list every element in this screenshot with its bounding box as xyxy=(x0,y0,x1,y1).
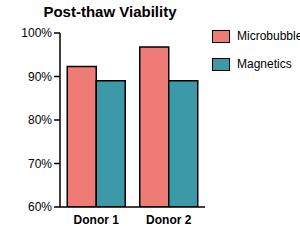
svg-text:90%: 90% xyxy=(28,70,52,84)
svg-text:80%: 80% xyxy=(28,113,52,127)
svg-text:100%: 100% xyxy=(21,26,52,40)
svg-text:Donor 2: Donor 2 xyxy=(146,213,192,226)
svg-text:60%: 60% xyxy=(28,200,52,214)
svg-text:70%: 70% xyxy=(28,157,52,171)
html-text:Magnetics: Magnetics xyxy=(237,57,292,71)
html-text:Post-thaw Viability: Post-thaw Viability xyxy=(43,3,177,20)
svg-text:Donor 1: Donor 1 xyxy=(74,213,120,226)
